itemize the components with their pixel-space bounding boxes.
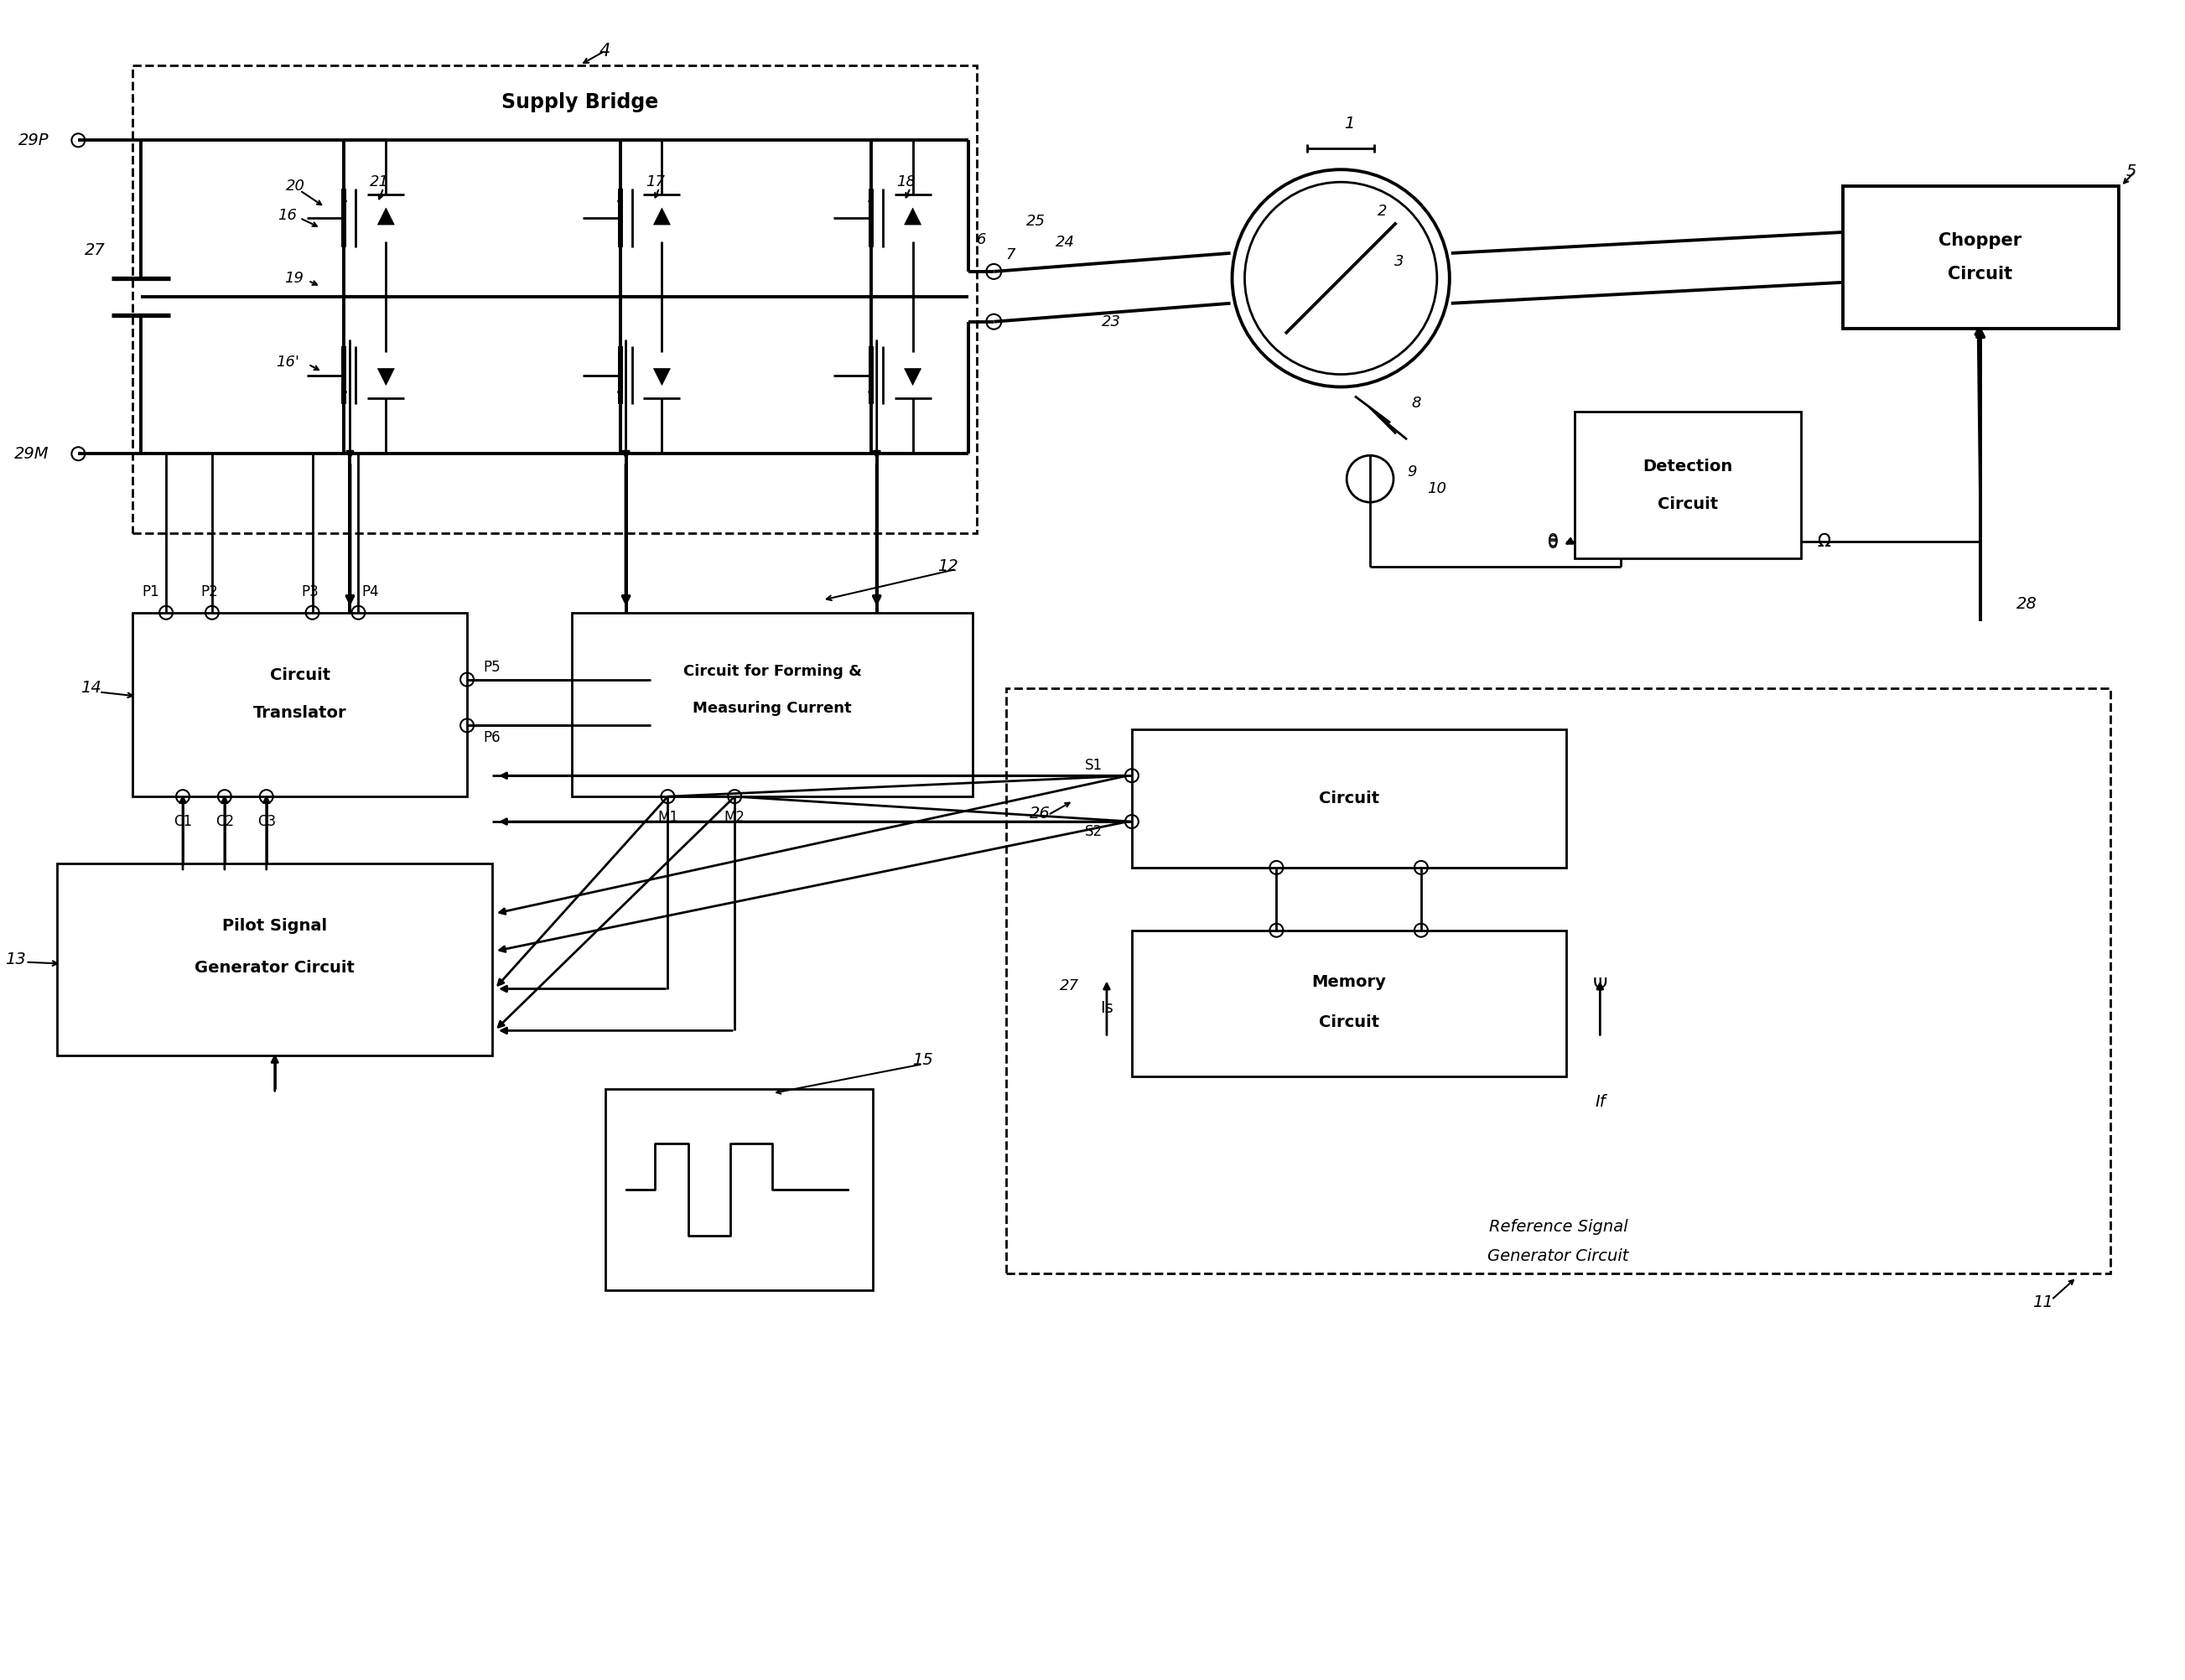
Text: Circuit: Circuit [269, 667, 330, 684]
Text: 9: 9 [1407, 465, 1416, 480]
Bar [1132, 729, 1567, 867]
Bar [133, 613, 468, 796]
Text: Detection: Detection [1643, 459, 1733, 474]
Bar [57, 864, 492, 1055]
Text: θ: θ [1547, 534, 1558, 551]
Text: 16: 16 [277, 208, 297, 223]
Text: Ω: Ω [1818, 533, 1831, 549]
Text: P4: P4 [361, 585, 378, 600]
Text: 5: 5 [2126, 163, 2137, 180]
Text: 29M: 29M [13, 445, 48, 462]
Bar [1842, 186, 2119, 328]
Text: 23: 23 [1101, 314, 1121, 329]
Text: S2: S2 [1084, 825, 1103, 840]
Text: 2: 2 [1379, 203, 1387, 218]
Text: Generator Circuit: Generator Circuit [1488, 1248, 1628, 1265]
Text: Ω: Ω [1818, 533, 1831, 549]
Text: 11: 11 [2032, 1294, 2054, 1310]
Text: Generator Circuit: Generator Circuit [194, 959, 354, 976]
Text: 27: 27 [85, 242, 105, 259]
Polygon shape [905, 208, 922, 225]
Text: Translator: Translator [253, 706, 347, 721]
Polygon shape [905, 368, 922, 385]
Text: 28: 28 [2017, 596, 2036, 612]
Text: Supply Bridge: Supply Bridge [500, 92, 658, 113]
Text: 26: 26 [1029, 805, 1051, 822]
Text: M1: M1 [658, 810, 677, 825]
Text: θ: θ [1547, 533, 1558, 549]
Text: 4: 4 [599, 42, 610, 59]
Text: 21: 21 [369, 175, 389, 190]
Text: Memory: Memory [1311, 974, 1387, 990]
Text: 14: 14 [81, 680, 101, 696]
Bar [572, 613, 972, 796]
Text: 25: 25 [1027, 213, 1044, 228]
Polygon shape [378, 368, 393, 385]
Text: Chopper: Chopper [1938, 232, 2021, 249]
Bar [133, 66, 977, 533]
Text: P2: P2 [201, 585, 219, 600]
Text: 18: 18 [896, 175, 916, 190]
Polygon shape [378, 208, 393, 225]
Text: If: If [1595, 1094, 1606, 1109]
Text: P1: P1 [142, 585, 160, 600]
Text: Pilot Signal: Pilot Signal [223, 919, 328, 934]
Bar [1132, 931, 1567, 1077]
Text: 10: 10 [1427, 482, 1446, 496]
Text: 6: 6 [977, 232, 985, 247]
Text: M2: M2 [723, 810, 745, 825]
Text: 17: 17 [645, 175, 664, 190]
Text: Ψ: Ψ [1593, 978, 1608, 995]
Text: C2: C2 [216, 815, 234, 830]
Text: 7: 7 [1005, 247, 1016, 262]
Polygon shape [653, 208, 671, 225]
Text: 24: 24 [1055, 235, 1075, 250]
Bar [1007, 687, 2111, 1273]
Text: 8: 8 [1412, 396, 1420, 412]
Text: Is: Is [1099, 1000, 1114, 1016]
Bar [605, 1089, 872, 1290]
Text: Circuit: Circuit [1320, 790, 1379, 806]
Text: P6: P6 [483, 731, 500, 746]
Text: Circuit for Forming &: Circuit for Forming & [684, 664, 861, 679]
Text: C1: C1 [173, 815, 192, 830]
Text: 20: 20 [286, 178, 306, 193]
Text: 27: 27 [1060, 978, 1079, 993]
Text: C3: C3 [258, 815, 275, 830]
Text: Reference Signal: Reference Signal [1488, 1220, 1628, 1235]
Text: Circuit: Circuit [1320, 1015, 1379, 1030]
Text: 1: 1 [1344, 116, 1355, 131]
Bar [1575, 412, 1800, 558]
Text: 29P: 29P [17, 133, 48, 148]
Text: Circuit: Circuit [1949, 265, 2012, 282]
Text: 13: 13 [4, 951, 26, 968]
Polygon shape [653, 368, 671, 385]
Text: 3: 3 [1394, 254, 1405, 269]
Text: Circuit: Circuit [1658, 496, 1717, 512]
Text: 15: 15 [913, 1052, 933, 1068]
Text: Measuring Current: Measuring Current [693, 701, 852, 716]
Text: P3: P3 [302, 585, 319, 600]
Text: 19: 19 [284, 270, 304, 286]
Text: 12: 12 [937, 559, 959, 575]
Text: 16': 16' [275, 354, 299, 370]
Text: P5: P5 [483, 660, 500, 674]
Text: S1: S1 [1084, 758, 1103, 773]
